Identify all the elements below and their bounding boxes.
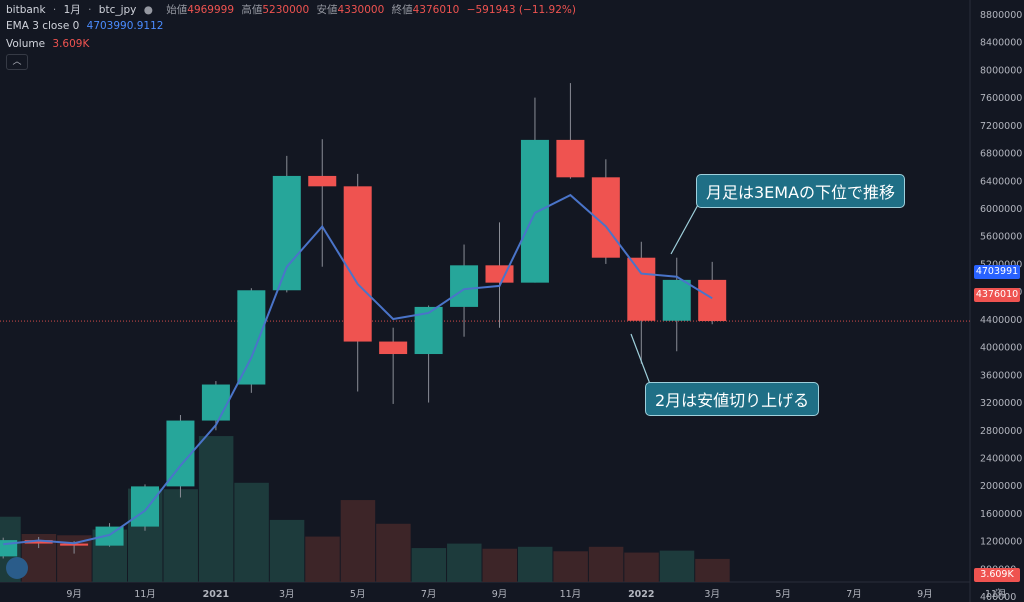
- x-tick-label: 7月: [846, 589, 862, 600]
- volume-bar: [198, 436, 234, 582]
- ohlc-open-value: 4969999: [187, 4, 235, 16]
- y-tick-label: 8000000: [980, 65, 1022, 76]
- interval-label[interactable]: 1月: [63, 4, 81, 16]
- volume-bar: [447, 543, 482, 582]
- volume-bar: [517, 546, 553, 582]
- volume-bar: [411, 548, 447, 582]
- candle-body: [450, 265, 479, 307]
- callout-1-pointer: [670, 202, 700, 255]
- volume-value: 3.609K: [52, 38, 90, 50]
- gear-icon[interactable]: ⚙: [993, 586, 1004, 600]
- ema-value: 4703990.9112: [86, 20, 164, 32]
- callout-2-pointer: [630, 333, 651, 385]
- candle-body: [627, 257, 656, 321]
- y-tick-label: 3200000: [980, 398, 1022, 409]
- candle-body: [95, 526, 124, 546]
- y-tick-label: 7200000: [980, 121, 1022, 132]
- y-tick-label: 1200000: [980, 537, 1022, 548]
- ohlc-change-value: −591943 (−11.92%): [466, 4, 576, 16]
- y-tick-label: 8800000: [980, 10, 1022, 21]
- ohlc-high-value: 5230000: [262, 4, 310, 16]
- callout-1: 月足は3EMAの下位で推移: [696, 174, 906, 208]
- candle-body: [343, 186, 372, 342]
- x-tick-label: 7月: [421, 589, 437, 600]
- volume-bar: [163, 489, 198, 582]
- candle-body: [201, 384, 230, 421]
- symbol-label[interactable]: bitbank: [6, 4, 46, 16]
- candle-body: [662, 279, 691, 321]
- x-tick-label: 5月: [775, 589, 791, 600]
- y-tick-label: 400000: [980, 592, 1016, 602]
- x-tick-label: 3月: [279, 589, 295, 600]
- callout-2: 2月は安値切り上げる: [645, 382, 820, 416]
- x-tick-label: 11月: [134, 589, 156, 600]
- x-tick-label: 5月: [350, 589, 366, 600]
- volume-bar: [624, 552, 659, 582]
- y-tick-label: 8400000: [980, 38, 1022, 49]
- y-tick-label: 7600000: [980, 93, 1022, 104]
- volume-bar: [305, 536, 340, 582]
- volume-tag: 3.609K: [974, 568, 1020, 582]
- x-tick-label: 11月: [560, 589, 582, 600]
- ema-legend[interactable]: EMA 3 close 0 4703990.9112: [6, 20, 167, 32]
- candle-body: [379, 341, 408, 355]
- chevron-up-icon[interactable]: ︿: [6, 54, 28, 70]
- y-tick-label: 5200000: [980, 259, 1022, 270]
- volume-bar: [269, 519, 305, 582]
- candle-body: [698, 279, 727, 322]
- ema-line: [3, 193, 713, 546]
- ema-label: EMA 3 close 0: [6, 20, 80, 32]
- candle-body: [237, 290, 266, 385]
- volume-bar: [376, 523, 411, 582]
- candle-body: [131, 486, 159, 527]
- volume-bar: [482, 548, 517, 582]
- ohlc-close-value: 4376010: [412, 4, 460, 16]
- y-tick-label: 6400000: [980, 176, 1022, 187]
- ema-price-tag: 4703991: [974, 265, 1020, 279]
- volume-label: Volume: [6, 38, 46, 50]
- y-tick-label: 6800000: [980, 149, 1022, 160]
- candle-body: [556, 139, 585, 178]
- y-tick-label: 3600000: [980, 370, 1022, 381]
- y-tick-label: 2400000: [980, 453, 1022, 464]
- x-tick-label: 9月: [66, 589, 82, 600]
- candle-body: [24, 540, 53, 544]
- candle-body: [520, 139, 549, 283]
- ohlc-low-value: 4330000: [337, 4, 385, 16]
- volume-bar: [695, 558, 730, 582]
- pair-label[interactable]: btc_jpy: [98, 4, 137, 16]
- tradingview-logo-icon[interactable]: [6, 557, 28, 579]
- ohlc-high-label: 高値: [241, 4, 263, 16]
- ohlc-close-label: 終値: [391, 4, 413, 16]
- volume-bar: [340, 500, 376, 582]
- volume-legend[interactable]: Volume 3.609K: [6, 38, 93, 50]
- ohlc-open-label: 始値: [166, 4, 188, 16]
- volume-bar: [588, 546, 624, 582]
- y-tick-label: 4000000: [980, 343, 1022, 354]
- last-price-tag: 4376010: [974, 288, 1020, 302]
- volume-bar: [659, 550, 695, 582]
- x-tick-label: 3月: [704, 589, 720, 600]
- volume-bar: [234, 482, 269, 582]
- x-tick-label: 2021: [203, 589, 229, 600]
- y-tick-label: 2800000: [980, 426, 1022, 437]
- y-tick-label: 2000000: [980, 481, 1022, 492]
- volume-bar: [553, 551, 588, 582]
- candle-body: [308, 175, 337, 187]
- ohlc-low-label: 安値: [316, 4, 338, 16]
- candle-body: [60, 543, 89, 546]
- x-tick-label: 2022: [628, 589, 654, 600]
- y-tick-label: 1600000: [980, 509, 1022, 520]
- y-tick-label: 6000000: [980, 204, 1022, 215]
- y-tick-label: 4400000: [980, 315, 1022, 326]
- x-tick-label: 9月: [492, 589, 508, 600]
- x-tick-label: 9月: [917, 589, 933, 600]
- x-tick-label: 11月: [985, 589, 1007, 600]
- y-tick-label: 5600000: [980, 232, 1022, 243]
- candle-body: [272, 175, 301, 291]
- status-dot-icon: ●: [143, 4, 153, 16]
- ohlc-legend: bitbank · 1月 · btc_jpy ● 始値4969999 高値523…: [6, 4, 576, 16]
